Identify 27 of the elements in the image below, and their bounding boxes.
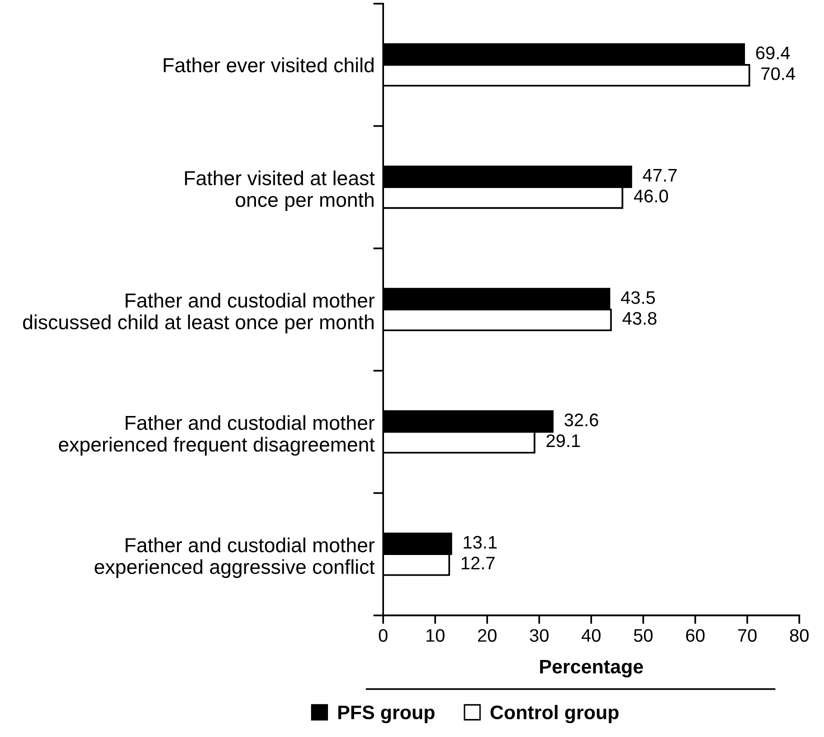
x-tick-label: 70 (738, 629, 757, 642)
x-tick-label: 50 (634, 629, 653, 642)
data-label: 47.7 (642, 169, 677, 182)
data-label: 13.1 (464, 536, 497, 549)
y-tick-label: Father ever visited child (164, 58, 374, 72)
x-tick-label: 30 (530, 629, 549, 642)
x-tick-label: 80 (790, 629, 809, 642)
data-label: 29.1 (546, 434, 580, 448)
data-label: 32.6 (564, 414, 598, 426)
x-axis-title: Percentage (540, 660, 643, 678)
data-label: 43.5 (620, 291, 655, 304)
x-tick-label: 0 (378, 629, 388, 642)
data-label: 70.4 (761, 67, 796, 80)
data-label: 12.7 (462, 556, 495, 570)
x-tick-label: 40 (582, 629, 601, 642)
data-label: 43.8 (622, 312, 656, 325)
data-label: 69.4 (756, 46, 790, 60)
y-tick-label: Father visited at least once per month (185, 170, 375, 211)
legend-label: Control group (490, 704, 619, 724)
data-label: 46.0 (634, 190, 668, 202)
x-tick-label: 10 (426, 629, 445, 642)
legend-label: PFS group (338, 705, 435, 724)
y-tick-label: Father and custodial mother experienced aggressive conflict (94, 538, 375, 578)
x-tick-label: 60 (686, 629, 705, 642)
x-tick-label: 20 (478, 629, 497, 642)
y-tick-label: Father and custodial mother experienced frequent disagreement (58, 415, 375, 456)
y-tick-label: Father and custodial mother discussed child at least once per month (23, 292, 375, 334)
